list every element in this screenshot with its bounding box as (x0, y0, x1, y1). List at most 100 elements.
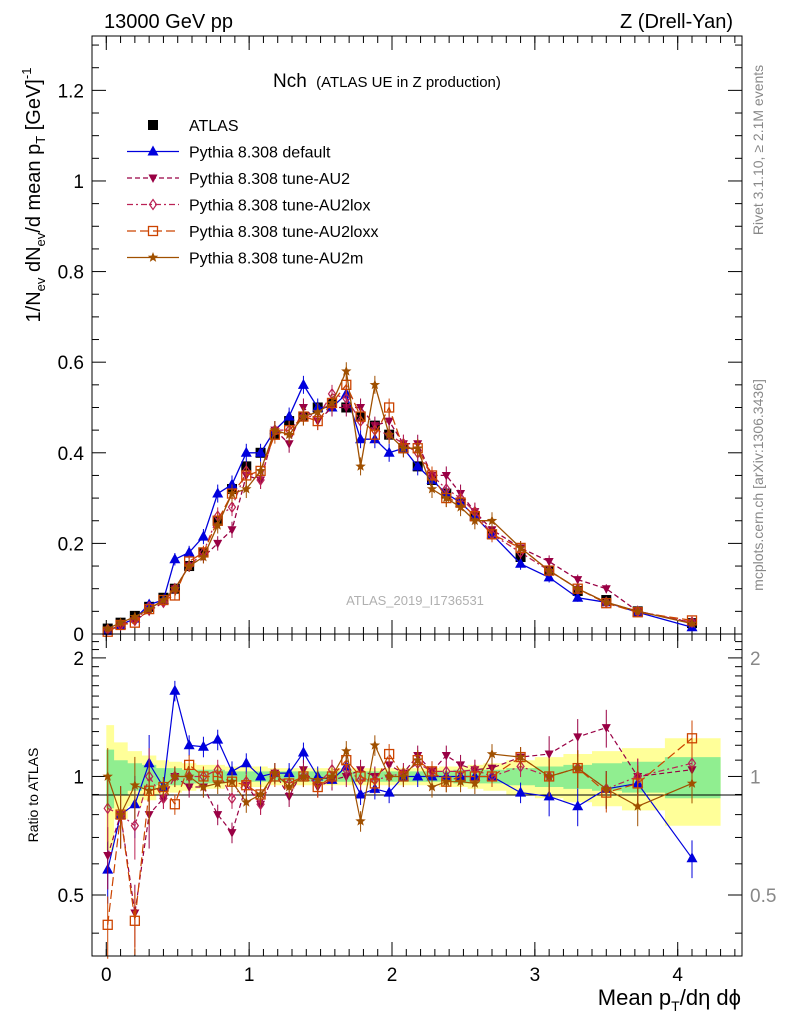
analysis-watermark: ATLAS_2019_I1736531 (346, 593, 484, 608)
ratio-point-au2lox (103, 802, 112, 815)
legend: ATLAS Pythia 8.308 default Pythia 8.308 tu… (127, 118, 378, 268)
main-point-au2 (384, 417, 394, 427)
main-point-au2lox (227, 501, 237, 514)
main-point-au2m (169, 583, 181, 594)
main-line-au2 (107, 406, 693, 631)
x-tick-label: 2 (387, 965, 398, 986)
ratio-point-au2m (169, 771, 181, 781)
main-point-au2m (469, 515, 481, 526)
ratio-point-au2lox (256, 798, 265, 811)
main-point-au2m (572, 583, 583, 594)
legend-label-au2loxx: Pythia 8.308 tune-AU2loxx (189, 224, 378, 241)
main-point-au2loxx (369, 429, 381, 440)
y-axis-label-ratio: Ratio to ATLAS (25, 748, 41, 843)
main-point-au2loxx (241, 470, 252, 481)
main-line-default (107, 383, 693, 632)
main-point-default (383, 446, 395, 457)
main-point-au2m (601, 596, 612, 607)
legend-entry-au2: Pythia 8.308 tune-AU2 (127, 171, 350, 188)
ratio-point-au2m (102, 771, 113, 781)
ratio-point-au2m (355, 815, 366, 826)
main-point-default (297, 378, 309, 389)
main-y-tick-label: 0 (73, 625, 84, 646)
ratio-point-au2lox (227, 792, 237, 805)
legend-entry-au2m: Pythia 8.308 tune-AU2m (127, 251, 363, 268)
legend-entry-default: Pythia 8.308 default (127, 145, 331, 162)
ratio-point-au2m (369, 739, 381, 750)
main-point-default (355, 433, 367, 444)
ratio-point-au2m (298, 771, 309, 781)
legend-entry-atlas: ATLAS (148, 118, 239, 135)
legend-label-default: Pythia 8.308 default (189, 145, 331, 162)
ratio-point-au2m (183, 771, 195, 781)
ratio-point-au2loxx (632, 778, 643, 789)
ratio-point-au2 (573, 733, 583, 742)
ratio-point-au2m (383, 771, 395, 781)
ratio-axis-ticks: 0.5 0.5 1 1 2 2 0 1 2 3 4 (58, 634, 776, 986)
main-point-au2m (341, 365, 352, 376)
ratio-point-au2loxx (686, 733, 698, 744)
ratio-point-au2loxx (355, 771, 366, 782)
ratio-point-au2lox (159, 792, 168, 805)
ratio-point-au2loxx (129, 915, 141, 926)
side-text-rivet: Rivet 3.1.10, ≥ 2.1M events (750, 65, 766, 235)
x-tick-label: 0 (101, 965, 112, 986)
ratio-point-default (226, 765, 238, 776)
ratio-point-au2 (184, 783, 194, 793)
ratio-point-au2loxx (369, 778, 381, 789)
legend-label-au2lox: Pythia 8.308 tune-AU2lox (189, 198, 370, 215)
ratio-point-au2m (269, 767, 281, 778)
ratio-line-default (107, 690, 693, 870)
x-tick-label: 3 (530, 965, 541, 986)
main-point-au2m (426, 483, 438, 494)
ratio-point-au2loxx (486, 771, 498, 782)
ratio-band-outer (106, 725, 721, 851)
ratio-point-au2m (326, 771, 338, 781)
main-point-default (240, 446, 252, 457)
ratio-point-default (686, 852, 698, 863)
legend-marker-au2 (148, 174, 158, 183)
ratio-point-au2m (686, 777, 698, 788)
ratio-point-default (515, 786, 527, 797)
main-point-au2m (255, 465, 266, 476)
ratio-point-default (183, 739, 195, 750)
ratio-y-tick-label: 2 (73, 649, 84, 670)
main-point-au2loxx (486, 529, 498, 540)
legend-label-au2: Pythia 8.308 tune-AU2 (189, 171, 350, 188)
ratio-point-au2loxx (426, 766, 438, 777)
ratio-point-au2m (412, 754, 423, 765)
ratio-point-default (297, 746, 309, 757)
ratio-line-au2m (107, 743, 693, 822)
main-point-au2 (544, 558, 554, 567)
ratio-point-au2 (227, 829, 237, 838)
ratio-line-au2 (107, 726, 693, 914)
main-point-au2m (686, 618, 698, 628)
ratio-point-au2m (241, 796, 252, 807)
main-point-au2 (341, 403, 351, 413)
main-point-au2m (241, 483, 252, 494)
main-y-tick-label: 1.2 (58, 81, 84, 102)
main-point-au2m (129, 611, 141, 622)
main-point-au2m (183, 560, 195, 571)
main-point-au2loxx (341, 379, 352, 390)
ratio-series-layer (102, 680, 698, 959)
main-point-default (255, 446, 267, 457)
main-point-au2lox (159, 596, 168, 609)
ratio-point-au2m (312, 774, 323, 785)
ratio-point-au2m (441, 776, 452, 787)
ratio-point-au2loxx (383, 748, 395, 760)
main-point-default (169, 553, 181, 564)
main-point-au2m (102, 623, 113, 633)
plot-title-sub: (ATLAS UE in Z production) (316, 74, 501, 91)
ratio-y-tick-label-right: 2 (750, 649, 761, 670)
ratio-point-au2m (632, 800, 643, 811)
ratio-point-au2m (255, 789, 266, 799)
legend-marker-au2lox (148, 198, 158, 211)
header-left-label: 13000 GeV pp (104, 11, 233, 33)
main-point-au2lox (256, 473, 265, 487)
main-y-tick-label: 1 (73, 172, 84, 193)
ratio-point-default (240, 757, 252, 768)
main-point-au2 (601, 585, 611, 594)
ratio-point-default (355, 788, 367, 799)
